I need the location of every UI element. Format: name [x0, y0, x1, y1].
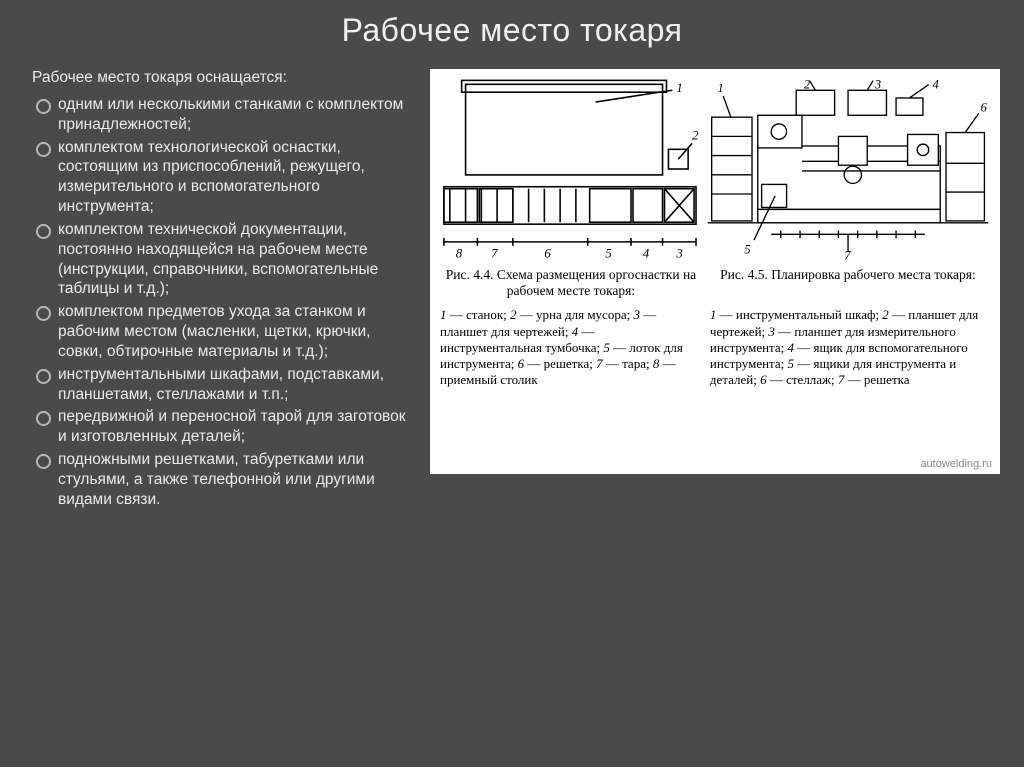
legend-4-5: 1 — инструментальный шкаф; 2 — планшет д… — [704, 307, 992, 460]
captions-row: Рис. 4.4. Схема размещения оргоснастки н… — [438, 267, 992, 299]
figure-4-4: 1 2 8 7 6 5 4 3 — [438, 75, 704, 265]
figure-column: 1 2 8 7 6 5 4 3 — [430, 69, 1000, 513]
caption-4-4: Рис. 4.4. Схема размещения оргоснастки н… — [438, 267, 704, 299]
list-item: передвижной и переносной тарой для загот… — [32, 407, 412, 447]
list-item: одним или несколькими станками с комплек… — [32, 95, 412, 135]
dim-8: 8 — [456, 247, 463, 261]
callout-r6: 6 — [980, 100, 987, 114]
callout-1: 1 — [676, 81, 682, 95]
legends-row: 1 — станок; 2 — урна для мусора; 3 — пла… — [438, 307, 992, 460]
figures-row: 1 2 8 7 6 5 4 3 — [438, 75, 992, 265]
dim-4: 4 — [643, 247, 650, 261]
page-title: Рабочее место токаря — [32, 12, 992, 49]
callout-r7: 7 — [844, 248, 851, 262]
dim-5: 5 — [605, 247, 612, 261]
bullet-list: одним или несколькими станками с комплек… — [32, 95, 412, 510]
legend-4-4: 1 — станок; 2 — урна для мусора; 3 — пла… — [438, 307, 704, 460]
text-column: Рабочее место токаря оснащается: одним и… — [32, 69, 412, 513]
list-item: комплектом предметов ухода за станком и … — [32, 302, 412, 361]
callout-r3: 3 — [874, 77, 881, 91]
callout-r4: 4 — [932, 77, 938, 91]
dim-6: 6 — [544, 247, 551, 261]
list-item: комплектом технологической оснастки, сос… — [32, 138, 412, 217]
callout-r1: 1 — [717, 81, 723, 95]
dim-7: 7 — [491, 247, 498, 261]
diagram-4-5: 1 2 3 4 5 6 7 — [704, 75, 992, 265]
caption-4-5: Рис. 4.5. Планировка рабочего места тока… — [704, 267, 992, 299]
diagram-4-4: 1 2 8 7 6 5 4 3 — [438, 75, 704, 265]
figure-panel: 1 2 8 7 6 5 4 3 — [430, 69, 1000, 474]
subtitle: Рабочее место токаря оснащается: — [32, 69, 412, 87]
dim-3: 3 — [675, 247, 682, 261]
callout-r2: 2 — [804, 77, 810, 91]
watermark: autowelding.ru — [438, 458, 992, 470]
list-item: подножными решетками, табуретками или ст… — [32, 450, 412, 509]
callout-r5: 5 — [744, 243, 750, 257]
list-item: комплектом технической документации, пос… — [32, 220, 412, 299]
content-row: Рабочее место токаря оснащается: одним и… — [32, 69, 992, 513]
list-item: инструментальными шкафами, подставками, … — [32, 365, 412, 405]
figure-4-5: 1 2 3 4 5 6 7 — [704, 75, 992, 265]
callout-2: 2 — [692, 128, 699, 142]
